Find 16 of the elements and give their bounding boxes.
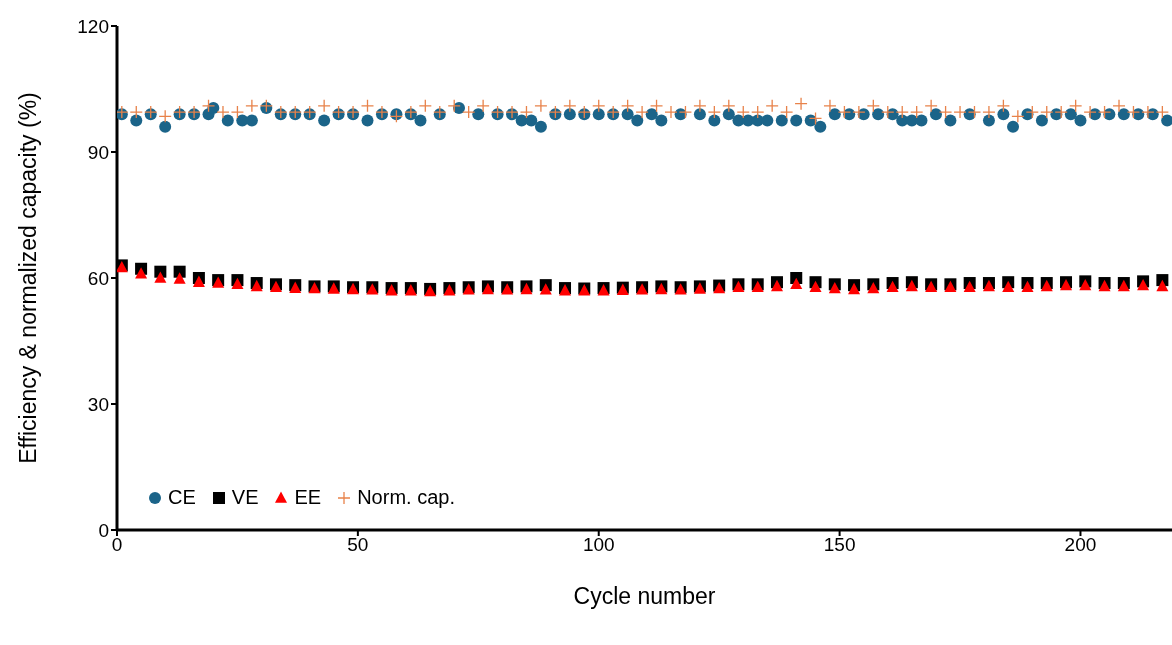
legend-label: CE — [168, 486, 196, 509]
legend-label: Norm. cap. — [357, 486, 455, 509]
x-tick-label: 100 — [582, 534, 615, 556]
x-tick-label: 0 — [111, 534, 123, 556]
x-tick-label: 150 — [823, 534, 856, 556]
y-axis-title: Efficiency & normalized capacity (%) — [15, 92, 41, 464]
legend-label: EE — [294, 486, 322, 509]
x-tick-label: 200 — [1064, 534, 1097, 556]
y-tick-label: 120 — [77, 15, 109, 37]
x-axis-title: Cycle number — [573, 583, 716, 609]
legend-label: VE — [231, 486, 259, 509]
y-tick-label: 30 — [87, 393, 109, 415]
y-tick-label: 90 — [87, 141, 109, 163]
y-tick-label: 0 — [98, 519, 109, 541]
y-tick-label: 60 — [87, 267, 109, 289]
x-tick-label: 50 — [347, 534, 369, 556]
